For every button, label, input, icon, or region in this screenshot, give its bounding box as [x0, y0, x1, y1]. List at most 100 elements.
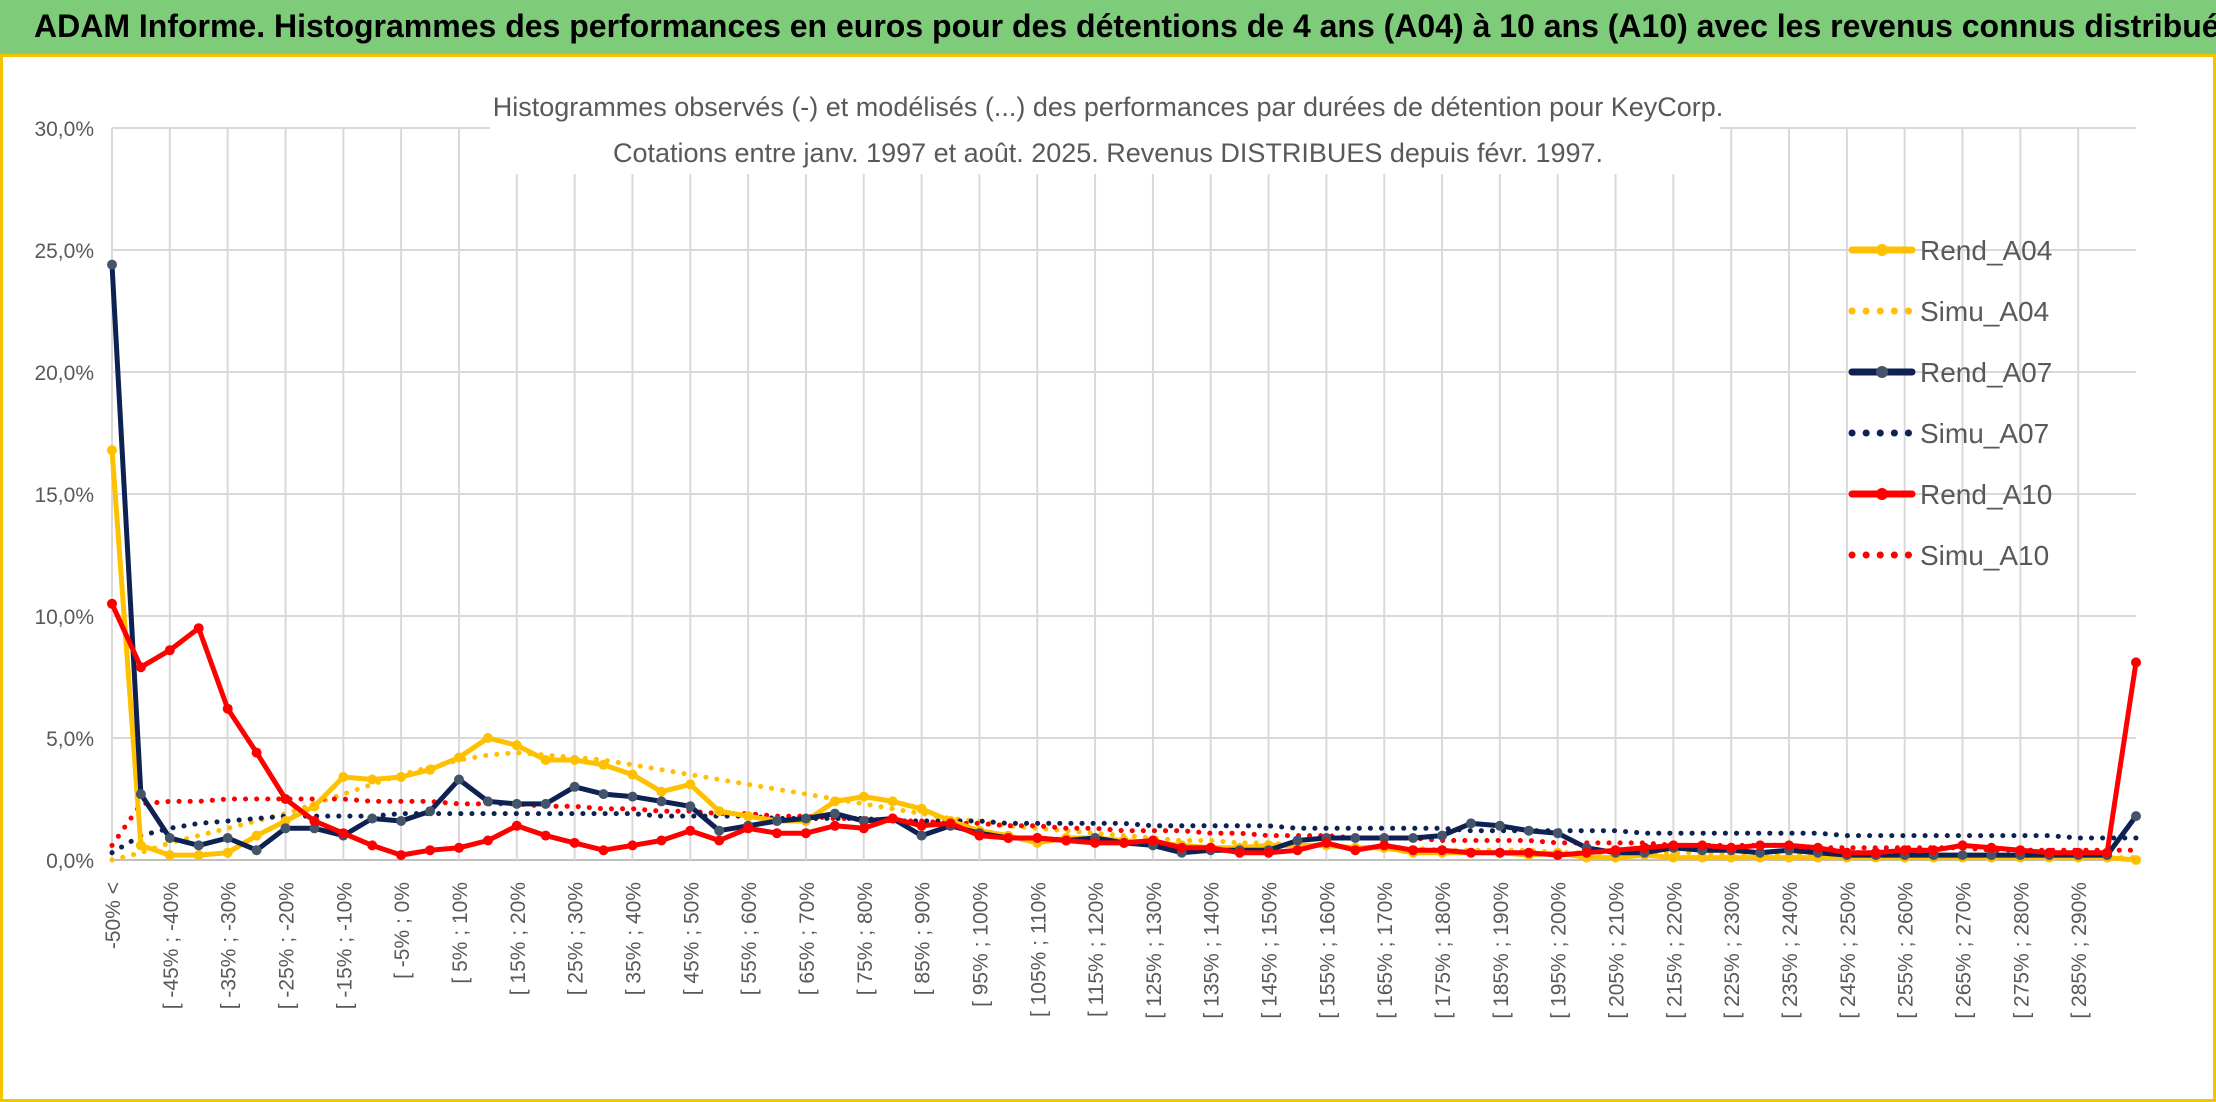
data-point-rend-a07: [598, 789, 609, 800]
legend-label: Simu_A07: [1920, 418, 2049, 449]
data-point-rend-a10: [1726, 842, 1737, 853]
data-point-rend-a10: [916, 820, 927, 831]
x-tick-label: [ 15% ; 20%: [507, 882, 530, 995]
data-point-rend-a10: [2073, 847, 2084, 858]
legend-item-rend-a04: Rend_A04: [1848, 235, 2052, 266]
data-point-rend-a10: [107, 598, 117, 609]
data-point-rend-a04: [2131, 855, 2141, 865]
data-point-rend-a10: [1321, 837, 1332, 848]
data-point-rend-a07: [454, 774, 464, 785]
data-point-rend-a04: [280, 816, 291, 826]
x-tick-label: [ 35% ; 40%: [622, 882, 645, 995]
data-point-rend-a10: [656, 835, 667, 846]
x-tick-label: [ 125% ; 130%: [1143, 882, 1166, 1019]
data-point-rend-a10: [1552, 850, 1563, 861]
data-point-rend-a10: [858, 823, 869, 834]
data-point-rend-a10: [1610, 845, 1621, 856]
x-tick-label: [ 225% ; 230%: [1721, 882, 1744, 1019]
data-point-rend-a07: [1408, 833, 1419, 843]
data-point-rend-a10: [1928, 845, 1939, 856]
data-point-rend-a10: [772, 828, 782, 839]
x-tick-label: [ 195% ; 200%: [1548, 882, 1571, 1019]
data-point-rend-a04: [598, 759, 609, 770]
data-point-rend-a04: [685, 779, 696, 790]
grid: [111, 127, 2136, 861]
x-tick-label: [ 5% ; 10%: [449, 882, 472, 984]
data-point-rend-a04: [858, 791, 869, 802]
x-tick-label: [ 105% ; 110%: [1027, 882, 1050, 1017]
data-point-rend-a07: [1466, 818, 1476, 829]
data-point-rend-a10: [1957, 840, 1968, 851]
y-tick-label: 5,0%: [46, 728, 94, 751]
x-tick-label: [ 65% ; 70%: [796, 882, 819, 995]
legend-item-simu-a10: Simu_A10: [1848, 540, 2049, 571]
data-point-rend-a04: [425, 764, 436, 775]
data-point-rend-a04: [135, 840, 146, 851]
data-point-rend-a10: [2044, 847, 2055, 858]
data-point-rend-a07: [627, 791, 638, 802]
data-point-rend-a07: [396, 816, 407, 826]
x-tick-label: [ 255% ; 260%: [1895, 882, 1918, 1019]
data-point-rend-a04: [454, 752, 464, 763]
data-point-rend-a07: [800, 813, 811, 824]
data-point-rend-a07: [482, 796, 493, 807]
legend-item-rend-a10: Rend_A10: [1848, 479, 2052, 510]
y-tick-label: 20,0%: [34, 362, 94, 385]
data-point-rend-a04: [251, 830, 262, 841]
data-point-rend-a07: [425, 806, 436, 817]
data-point-rend-a04: [1697, 852, 1708, 863]
data-point-rend-a04: [743, 811, 754, 822]
data-point-rend-a07: [1494, 820, 1505, 831]
data-point-rend-a07: [685, 801, 696, 812]
data-point-rend-a10: [627, 840, 638, 851]
legend-marker: [1876, 488, 1888, 500]
data-point-rend-a07: [1379, 833, 1390, 843]
data-point-rend-a07: [1437, 830, 1448, 841]
y-tick-label: 15,0%: [34, 484, 94, 507]
legend-label: Simu_A10: [1920, 540, 2049, 571]
x-tick-label: [ 145% ; 150%: [1259, 882, 1282, 1019]
legend-marker: [1876, 244, 1888, 256]
chart-title: Histogrammes observés (-) et modélisés (…: [493, 92, 1724, 122]
series-line-rend-a07: [109, 262, 2139, 858]
data-point-rend-a07: [714, 825, 725, 836]
chart-frame: [0, 57, 2216, 1102]
data-point-rend-a10: [1841, 847, 1852, 858]
data-point-rend-a10: [1812, 842, 1823, 853]
y-axis-ticks: 0,0% 5,0% 10,0% 15,0% 20,0% 25,0% 30,0%: [34, 118, 94, 873]
data-point-rend-a10: [511, 820, 522, 831]
y-tick-label: 0,0%: [46, 850, 94, 873]
data-point-rend-a10: [685, 825, 696, 836]
x-tick-label: [ 275% ; 280%: [2010, 882, 2033, 1019]
x-tick-label: [ 175% ; 180%: [1432, 882, 1455, 1019]
data-point-rend-a07: [569, 781, 580, 792]
data-point-rend-a10: [829, 820, 840, 831]
data-point-rend-a10: [945, 818, 956, 829]
data-point-rend-a04: [887, 796, 898, 807]
x-tick-label: [ -35% ; -30%: [218, 882, 241, 1009]
data-point-rend-a07: [1523, 825, 1534, 836]
data-point-rend-a04: [193, 850, 204, 861]
x-tick-label: [ 165% ; 170%: [1374, 882, 1397, 1019]
x-tick-label: [ 135% ; 140%: [1201, 882, 1224, 1019]
data-point-rend-a04: [511, 740, 522, 751]
data-point-rend-a07: [656, 796, 667, 807]
x-tick-label: [ 285% ; 290%: [2068, 882, 2091, 1019]
data-point-rend-a10: [2131, 657, 2141, 668]
data-point-rend-a10: [222, 703, 233, 714]
data-point-rend-a10: [1899, 845, 1910, 856]
x-tick-label: [ -15% ; -10%: [333, 882, 356, 1009]
x-tick-label: [ 265% ; 270%: [1953, 882, 1976, 1019]
x-tick-label: [ -5% ; 0%: [391, 882, 414, 979]
data-point-rend-a10: [598, 845, 609, 856]
data-point-rend-a10: [800, 828, 811, 839]
legend-item-rend-a07: Rend_A07: [1848, 357, 2052, 388]
legend-label: Rend_A04: [1920, 235, 2052, 266]
data-point-rend-a10: [396, 850, 407, 861]
x-tick-label: [ -25% ; -20%: [275, 882, 298, 1009]
data-point-rend-a04: [1784, 852, 1794, 863]
data-point-rend-a10: [338, 828, 349, 839]
data-point-rend-a10: [1408, 845, 1419, 856]
x-axis-ticks: -50% < [ -45% ; -40% [ -35% ; -30% [ -25% ;…: [102, 882, 2091, 1019]
